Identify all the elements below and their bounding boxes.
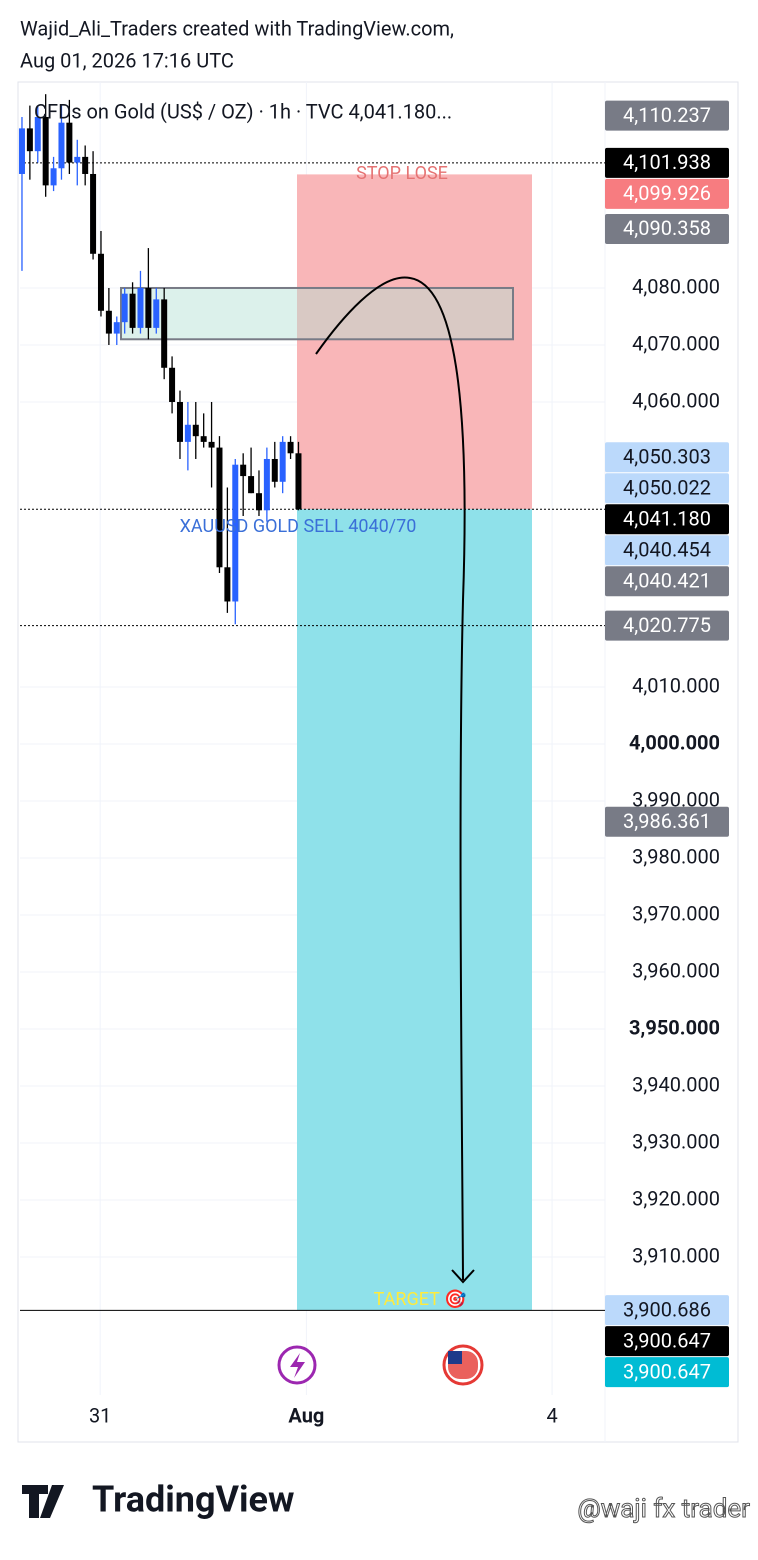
candle-body bbox=[255, 493, 262, 511]
target-zone bbox=[297, 509, 532, 1311]
price-badge bbox=[605, 1295, 729, 1326]
price-badge bbox=[605, 535, 729, 566]
price-badge bbox=[605, 100, 729, 131]
price-badge bbox=[605, 147, 729, 178]
y-tick-label: 4,080.000 bbox=[632, 274, 720, 298]
price-badge-label: 4,050.303 bbox=[623, 445, 711, 469]
candle-body bbox=[74, 156, 81, 163]
candle-body bbox=[287, 441, 294, 454]
candle-body bbox=[279, 441, 286, 482]
price-badge-label: 3,900.647 bbox=[623, 1328, 711, 1352]
candle-body bbox=[240, 464, 247, 477]
candle-body bbox=[50, 168, 57, 186]
y-tick-label: 4,060.000 bbox=[632, 388, 720, 412]
y-tick-label: 3,980.000 bbox=[632, 844, 720, 868]
candle-body bbox=[224, 567, 231, 602]
candle-body bbox=[295, 453, 302, 510]
candle-body bbox=[26, 128, 33, 152]
flag-icon bbox=[448, 1351, 462, 1364]
candle-body bbox=[176, 401, 183, 442]
y-tick-label: 4,000.000 bbox=[629, 730, 720, 754]
price-badge bbox=[605, 1357, 729, 1388]
y-tick-label: 4,070.000 bbox=[632, 331, 720, 355]
price-badge-label: 4,040.421 bbox=[623, 569, 711, 593]
x-tick-label: 31 bbox=[89, 1403, 111, 1427]
price-badge bbox=[605, 213, 729, 244]
header-line: Wajid_Ali_Traders created with TradingVi… bbox=[20, 16, 454, 40]
y-tick-label: 3,950.000 bbox=[629, 1015, 720, 1039]
header-line: Aug 01, 2026 17:16 UTC bbox=[20, 48, 234, 72]
watermark: @waji fx trader bbox=[577, 1494, 750, 1524]
y-tick-label: 3,940.000 bbox=[632, 1072, 720, 1096]
candle-body bbox=[271, 458, 278, 482]
candle-body bbox=[34, 116, 41, 152]
annotation: XAUUSD GOLD SELL 4040/70 bbox=[180, 516, 417, 537]
price-badge bbox=[605, 178, 729, 209]
candle-body bbox=[232, 464, 239, 602]
candle-body bbox=[42, 116, 49, 186]
candle-body bbox=[248, 476, 255, 494]
candle-body bbox=[129, 293, 136, 328]
candle-body bbox=[169, 367, 176, 402]
candle-body bbox=[161, 299, 168, 368]
candle-body bbox=[192, 424, 199, 437]
candle-body bbox=[105, 310, 112, 334]
y-tick-label: 3,970.000 bbox=[632, 901, 720, 925]
candle-body bbox=[208, 441, 215, 448]
candle-body bbox=[113, 322, 120, 334]
y-tick-label: 3,910.000 bbox=[632, 1243, 720, 1267]
y-tick-label: 3,930.000 bbox=[632, 1129, 720, 1153]
candle-body bbox=[137, 287, 144, 328]
plot: 4,080.000 4,070.000 4,060.000 4,010.000 4,00… bbox=[18, 82, 729, 1427]
price-badge-label: 4,099.926 bbox=[623, 181, 711, 205]
candle-body bbox=[216, 447, 223, 568]
candle-body bbox=[263, 458, 270, 511]
candle-body bbox=[97, 253, 104, 311]
candle-body bbox=[200, 436, 207, 442]
price-badge-label: 4,050.022 bbox=[623, 476, 711, 500]
price-badge bbox=[605, 806, 729, 837]
candle-body bbox=[82, 156, 89, 174]
y-tick-label: 3,960.000 bbox=[632, 958, 720, 982]
logo-text: TradingView bbox=[92, 1479, 294, 1521]
y-tick-label: 4,010.000 bbox=[632, 673, 720, 697]
candle-body bbox=[90, 173, 97, 254]
price-badge-label: 4,101.938 bbox=[623, 150, 711, 174]
stop-zone bbox=[297, 174, 532, 510]
price-badge-label: 4,040.454 bbox=[623, 538, 711, 562]
price-badge bbox=[605, 566, 729, 597]
price-badge-label: 4,090.358 bbox=[623, 216, 711, 240]
price-badge-label: 3,900.686 bbox=[623, 1297, 711, 1321]
candle-body bbox=[153, 299, 160, 328]
price-badge bbox=[605, 473, 729, 504]
frame bbox=[17, 81, 739, 1443]
price-badge bbox=[605, 1326, 729, 1357]
price-badge bbox=[605, 442, 729, 473]
price-badge-label: 4,110.237 bbox=[623, 103, 711, 127]
x-tick-label: 4 bbox=[546, 1403, 557, 1427]
price-badge-label: 4,020.775 bbox=[623, 613, 711, 637]
drawn-arrow bbox=[315, 276, 475, 1284]
price-badge-label: 3,986.361 bbox=[623, 809, 711, 833]
y-tick-label: 3,920.000 bbox=[632, 1186, 720, 1210]
candle-body bbox=[18, 128, 25, 174]
price-badge bbox=[605, 504, 729, 535]
supply-zone bbox=[120, 286, 514, 341]
annotation: STOP LOSE bbox=[356, 163, 448, 184]
candle-body bbox=[121, 293, 128, 323]
event-icon bbox=[290, 1353, 305, 1378]
chart-title: CFDs on Gold (US$ / OZ) · 1h · TVC 4,041… bbox=[34, 99, 452, 123]
price-badge bbox=[605, 610, 729, 641]
candle-body bbox=[145, 287, 152, 328]
annotation: TARGET 🎯 bbox=[374, 1289, 467, 1310]
candle-body bbox=[66, 122, 73, 163]
candle-body bbox=[58, 122, 65, 169]
price-badge-label: 4,041.180 bbox=[623, 507, 711, 531]
price-badge-label: 3,900.647 bbox=[623, 1359, 711, 1383]
logo-mark bbox=[22, 1485, 64, 1518]
candle-body bbox=[184, 424, 191, 442]
x-tick-label: Aug bbox=[288, 1403, 324, 1427]
